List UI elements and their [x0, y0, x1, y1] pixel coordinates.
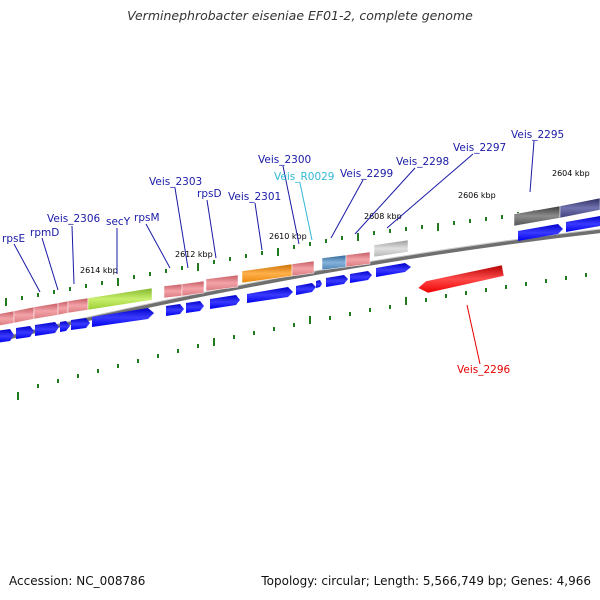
- feature-gray: [373, 239, 409, 258]
- cds-arrow: [566, 216, 600, 232]
- gene-label-veis-2300[interactable]: Veis_2300: [258, 154, 311, 166]
- cds-arrow: [326, 275, 348, 287]
- feature-pink-1: [0, 310, 15, 326]
- feature-pink-9: [291, 260, 315, 277]
- gene-label-veis-2297[interactable]: Veis_2297: [453, 142, 506, 154]
- leader-veis-2295: [529, 140, 535, 193]
- cds-arrow: [16, 326, 34, 339]
- genome-stats-text: Topology: circular; Length: 5,566,749 bp…: [261, 574, 591, 588]
- gene-label-rpse[interactable]: rpsE: [2, 233, 25, 245]
- leader-rpsd: [206, 199, 217, 259]
- cds-arrow: [518, 224, 563, 241]
- forward-cds-ring[interactable]: [0, 216, 600, 343]
- leader-rpmd: [41, 237, 59, 291]
- cds-arrow: [296, 283, 316, 295]
- cds-arrow: [35, 322, 59, 336]
- accession-text: Accession: NC_008786: [9, 574, 146, 588]
- leader-veis-2297: [386, 153, 474, 229]
- feature-pink-10: [345, 251, 371, 268]
- gene-label-secy[interactable]: secY: [106, 216, 131, 228]
- cds-arrow: [166, 304, 184, 316]
- feature-pink-5: [67, 297, 89, 314]
- kbp-label-2604: 2604 kbp: [552, 169, 590, 178]
- category-feature-ring[interactable]: [0, 197, 600, 326]
- cds-arrow: [247, 287, 293, 303]
- leader-veis-2306: [71, 225, 75, 285]
- leader-rpsm: [145, 223, 171, 269]
- feature-green-secy: [87, 287, 153, 311]
- kbp-label-2606: 2606 kbp: [458, 191, 496, 200]
- gene-label-veis-2299[interactable]: Veis_2299: [340, 168, 393, 180]
- gene-labels: rpsE rpmD Veis_2306 secY rpsM Veis_2303 …: [2, 129, 564, 376]
- feature-pink-3: [33, 302, 59, 320]
- feature-dark-gray: [513, 205, 561, 227]
- gene-label-veis-2298[interactable]: Veis_2298: [396, 156, 449, 168]
- feature-purple: [559, 197, 600, 219]
- kbp-label-2608: 2608 kbp: [364, 212, 402, 221]
- kbp-label-2610: 2610 kbp: [269, 232, 307, 241]
- kbp-label-2614: 2614 kbp: [80, 266, 118, 275]
- gene-label-rpsm[interactable]: rpsM: [134, 212, 160, 224]
- leader-veis-2301: [254, 202, 263, 251]
- leader-veis-2300: [282, 165, 300, 245]
- inner-tick-ring: [17, 273, 587, 400]
- cds-arrow: [186, 301, 204, 313]
- feature-pink-2: [13, 306, 35, 324]
- kbp-label-2612: 2612 kbp: [175, 250, 213, 259]
- label-leader-lines: [13, 140, 535, 365]
- gene-label-rpsd[interactable]: rpsD: [197, 188, 222, 200]
- leader-veis-r0029: [299, 182, 313, 241]
- cds-arrow: [92, 308, 154, 327]
- map-title: Verminephrobacter eiseniae EF01-2, compl…: [127, 8, 473, 23]
- cds-arrow: [350, 271, 372, 283]
- cds-arrow: [0, 329, 14, 343]
- gene-label-veis-2296[interactable]: Veis_2296: [457, 364, 511, 376]
- cds-arrow: [210, 295, 240, 309]
- cds-arrow: [71, 318, 90, 330]
- genome-backbone-highlight: [0, 228, 600, 339]
- cds-arrow: [316, 280, 322, 288]
- feature-pink-8: [205, 274, 239, 292]
- gene-label-veis-2301[interactable]: Veis_2301: [228, 191, 281, 203]
- leader-veis-2299: [330, 179, 364, 239]
- cds-arrow: [60, 321, 70, 332]
- gene-label-veis-2303[interactable]: Veis_2303: [149, 176, 202, 188]
- leader-veis-2298: [354, 167, 416, 235]
- leader-veis-2296: [466, 304, 481, 365]
- reverse-cds-veis-2296[interactable]: [417, 264, 505, 294]
- feature-pink-4: [57, 300, 69, 316]
- kbp-labels: 2604 kbp 2606 kbp 2608 kbp 2610 kbp 2612…: [80, 169, 590, 275]
- gene-label-veis-2306[interactable]: Veis_2306: [47, 213, 101, 225]
- gene-label-rpmd[interactable]: rpmD: [30, 227, 59, 239]
- cds-arrow: [376, 263, 411, 277]
- gene-label-veis-2295[interactable]: Veis_2295: [511, 129, 564, 141]
- feature-pink-6: [163, 283, 183, 299]
- gene-label-veis-r0029[interactable]: Veis_R0029: [274, 171, 334, 183]
- leader-veis-2303: [174, 187, 189, 269]
- feature-pink-7: [181, 280, 205, 297]
- leader-rpse: [13, 243, 41, 293]
